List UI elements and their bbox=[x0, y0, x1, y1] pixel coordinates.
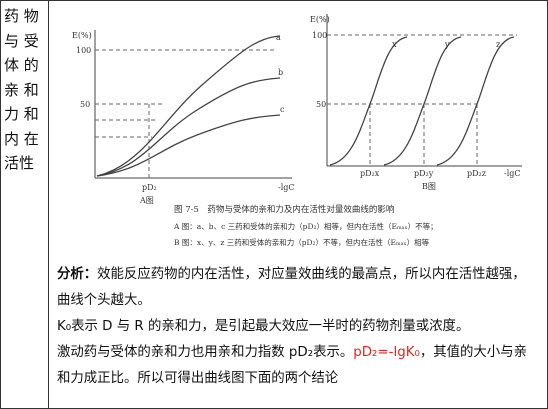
tick-label: 100 bbox=[76, 46, 91, 55]
cell-line: 力 和 bbox=[4, 105, 39, 123]
paragraph: 激动药与受体的亲和力也用亲和力指数 pD₂表示。pD₂=-lgK₀，其值的大小与… bbox=[57, 340, 539, 392]
panel-label: B图 bbox=[422, 182, 436, 191]
x-tick-label: pD₂ bbox=[142, 183, 157, 192]
curve-label: y bbox=[444, 40, 450, 49]
text: ，其值的大小与亲和力成正比。所以可得出曲线图下面的两个结论 bbox=[57, 345, 527, 386]
x-axis-label: -lgC bbox=[278, 183, 295, 192]
paragraph: K₀表示 D 与 R 的亲和力，是引起最大效应一半时的药物剂量或浓度。 bbox=[57, 319, 470, 334]
formula: pD₂=-lgK₀ bbox=[353, 345, 420, 360]
y-axis-label: E(%) bbox=[310, 15, 330, 24]
text: 效能反应药物的内在活性，对应量效曲线的最高点，所以内在活性越强，曲线个头越大。 bbox=[57, 267, 526, 308]
analysis: 分析：效能反应药物的内在活性，对应量效曲线的最高点，所以内在活性越强，曲线个头越… bbox=[57, 262, 539, 392]
label: 分析： bbox=[57, 267, 98, 282]
cell-line: 药 物 bbox=[4, 7, 39, 25]
x-tick-label: pD₂z bbox=[467, 169, 486, 178]
curve-label: c bbox=[280, 105, 285, 114]
panel-label: A图 bbox=[139, 196, 154, 205]
column-divider bbox=[48, 0, 49, 409]
caption: 图 7-5 药物与受体的亲和力及内在活性对量效曲线的影响 bbox=[174, 204, 394, 215]
cell-line: 与 受 bbox=[4, 31, 39, 50]
curve-label: z bbox=[496, 40, 500, 49]
left-cell: 药 物与 受体 的亲 和力 和内 在活性 bbox=[4, 4, 46, 176]
figure: E(%) 100 50 a b c pD₂ -lgC A图 E(%) 100 5… bbox=[72, 14, 522, 247]
tick-label: 100 bbox=[312, 31, 327, 40]
x-axis-label: -lgC bbox=[504, 169, 521, 178]
cell-line: 活性 bbox=[4, 154, 35, 172]
tick-label: 50 bbox=[80, 100, 90, 109]
tick-label: 50 bbox=[316, 100, 326, 109]
curve-label: b bbox=[278, 68, 283, 77]
cell-line: 亲 和 bbox=[4, 80, 39, 99]
x-tick-label: pD₂y bbox=[414, 169, 434, 178]
paragraph: 分析：效能反应药物的内在活性，对应量效曲线的最高点，所以内在活性越强，曲线个头越… bbox=[57, 262, 539, 314]
curve-label: x bbox=[392, 40, 397, 49]
x-tick-label: pD₂x bbox=[360, 169, 380, 178]
curve-label: a bbox=[276, 33, 281, 42]
note: A 图：a、b、c 三药和受体的亲和力（pD₂）相等，但内在活性（Eₘₐₓ）不等… bbox=[173, 221, 438, 231]
y-axis-label: E(%) bbox=[72, 31, 92, 40]
cell-line: 内 在 bbox=[4, 129, 39, 148]
cell-line: 体 的 bbox=[4, 56, 39, 74]
text: 激动药与受体的亲和力也用亲和力指数 pD₂表示。 bbox=[57, 345, 354, 360]
note: B 图：x、y、z 三药和受体的亲和力（pD₂）不等，但内在活性（Eₘₐₓ）相等 bbox=[174, 237, 430, 247]
